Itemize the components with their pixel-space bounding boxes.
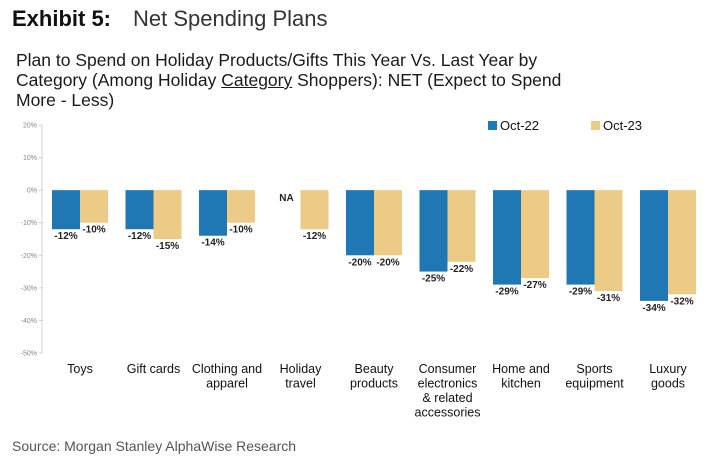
bar: [493, 190, 521, 285]
bar: [125, 190, 154, 230]
data-label-na: NA: [279, 193, 293, 204]
chart-title-part-2: Shoppers): NET (Expect to Spend More - L…: [16, 70, 562, 110]
y-tick-label: -50%: [21, 351, 37, 358]
data-label: -12%: [303, 231, 326, 242]
data-label: -32%: [670, 296, 693, 307]
bar: [346, 190, 374, 256]
data-label: -12%: [54, 231, 77, 242]
y-tick-label: 20%: [23, 123, 37, 130]
data-label: -27%: [523, 280, 546, 291]
data-label: -20%: [348, 257, 371, 268]
bar: [594, 190, 623, 292]
x-tick-label: Gift cards: [127, 362, 181, 376]
bar: [300, 190, 329, 230]
exhibit-heading: Exhibit 5: Net Spending Plans: [12, 6, 327, 32]
legend-label: Oct-23: [603, 118, 642, 133]
source-note: Source: Morgan Stanley AlphaWise Researc…: [12, 438, 297, 454]
x-tick-label: Consumer electronics & related accessories: [415, 362, 481, 420]
y-tick-label: 0%: [27, 188, 37, 195]
y-tick-label: -20%: [21, 253, 37, 260]
x-tick-label: Beauty products: [350, 362, 398, 391]
data-label: -31%: [597, 293, 620, 304]
data-label: -29%: [495, 287, 518, 298]
x-tick-label: Toys: [67, 362, 93, 376]
x-tick-label: Clothing and apparel: [192, 362, 262, 391]
x-tick-label: Luxury goods: [649, 362, 687, 391]
chart-title-part-1: Plan to Spend on Holiday Products/Gifts …: [16, 50, 538, 90]
legend-swatch: [488, 121, 497, 130]
bar: [80, 190, 108, 223]
bar: [199, 190, 227, 236]
bar: [419, 190, 448, 272]
bar: [668, 190, 696, 295]
bar: [447, 190, 476, 262]
bar: [640, 190, 668, 301]
exhibit-number: Exhibit 5:: [12, 6, 112, 31]
data-label: -34%: [642, 303, 665, 314]
chart-title-underlined: Category: [221, 70, 293, 90]
data-label: -10%: [82, 225, 105, 236]
chart-title: Plan to Spend on Holiday Products/Gifts …: [16, 50, 576, 110]
data-label: -15%: [156, 241, 179, 252]
x-tick-label: Sports equipment: [565, 362, 624, 391]
data-label: -29%: [569, 287, 592, 298]
x-tick-label: Holiday travel: [280, 362, 322, 391]
bar: [374, 190, 402, 256]
bar: [521, 190, 549, 279]
bar: [153, 190, 182, 239]
data-label: -20%: [376, 257, 399, 268]
y-tick-label: -10%: [21, 220, 37, 227]
data-label: -10%: [229, 225, 252, 236]
data-label: -14%: [201, 238, 224, 249]
y-tick-label: 10%: [23, 155, 37, 162]
legend-swatch: [591, 121, 600, 130]
bar: [227, 190, 255, 223]
exhibit-title: Net Spending Plans: [133, 6, 328, 31]
x-tick-label: Home and kitchen: [492, 362, 550, 391]
y-tick-label: -40%: [21, 318, 37, 325]
bar: [52, 190, 80, 230]
data-label: -25%: [422, 274, 445, 285]
y-tick-label: -30%: [21, 285, 37, 292]
data-label: -12%: [128, 231, 151, 242]
data-label: -22%: [450, 264, 473, 275]
legend-label: Oct-22: [500, 118, 539, 133]
bar: [566, 190, 595, 285]
